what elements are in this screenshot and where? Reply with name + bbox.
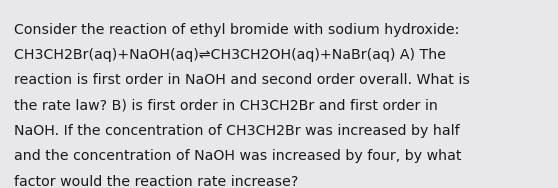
Text: NaOH. If the concentration of CH3CH2Br was increased by half: NaOH. If the concentration of CH3CH2Br w… [14,124,460,138]
Text: and the concentration of NaOH was increased by four, by what: and the concentration of NaOH was increa… [14,149,461,163]
Text: reaction is first order in NaOH and second order overall. What is: reaction is first order in NaOH and seco… [14,73,470,87]
Text: the rate law? B) is first order in CH3CH2Br and first order in: the rate law? B) is first order in CH3CH… [14,99,438,113]
Text: Consider the reaction of ethyl bromide with sodium hydroxide:: Consider the reaction of ethyl bromide w… [14,23,459,36]
Text: factor would the reaction rate increase?: factor would the reaction rate increase? [14,175,299,188]
Text: CH3CH2Br(aq)+NaOH(aq)⇌CH3CH2OH(aq)+NaBr(aq) A) The: CH3CH2Br(aq)+NaOH(aq)⇌CH3CH2OH(aq)+NaBr(… [14,48,446,62]
